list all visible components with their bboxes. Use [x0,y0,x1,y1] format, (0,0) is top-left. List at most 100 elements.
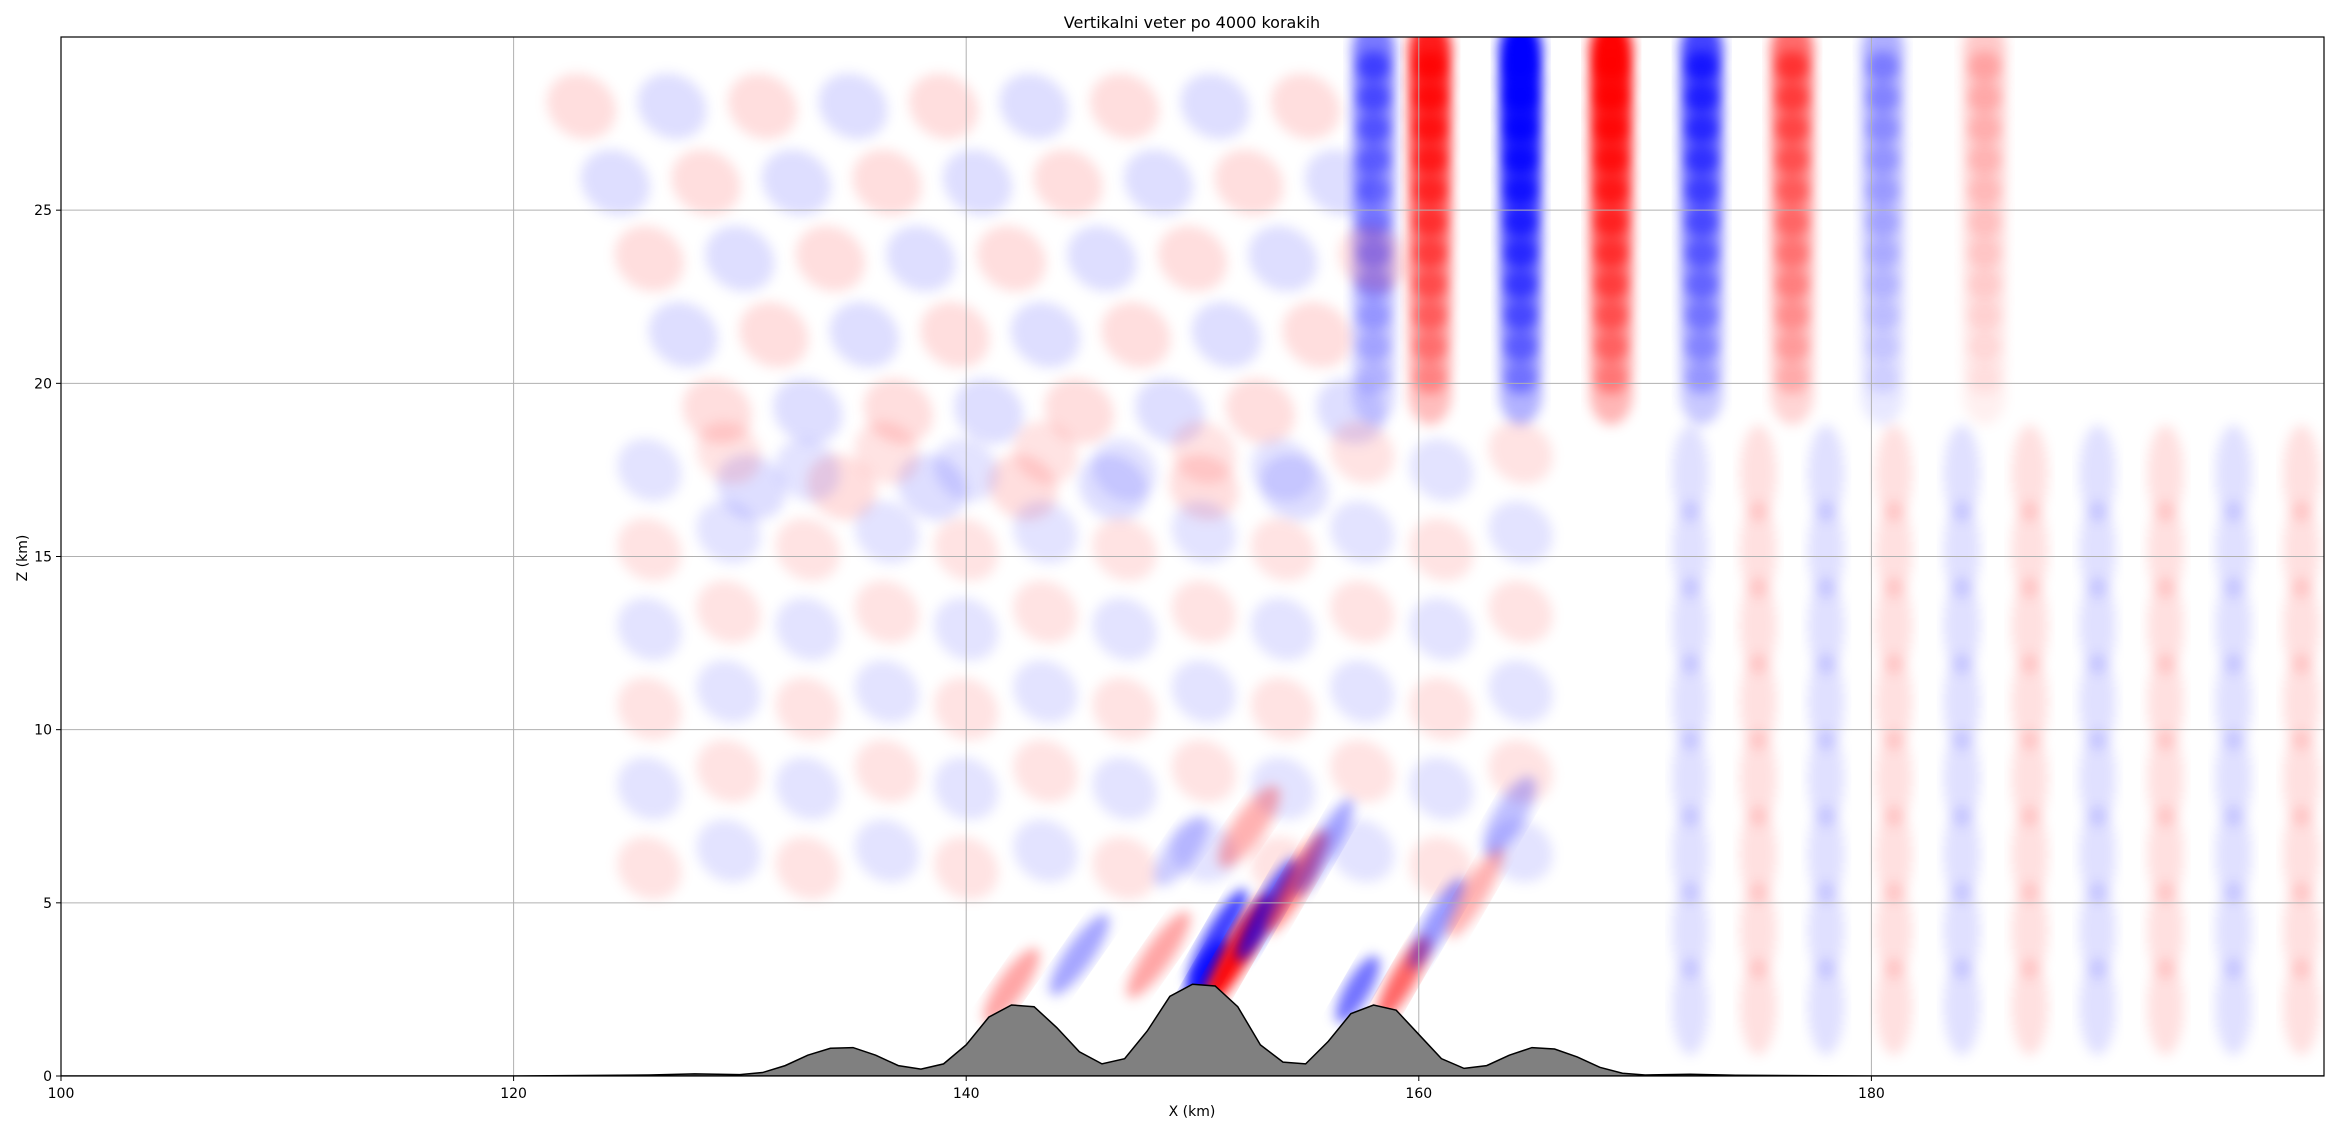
wave-cell [1330,580,1395,644]
wave-cell [1187,889,1248,986]
wave-cell [1740,958,1777,1056]
wave-cell [2011,424,2048,522]
y-tick-label: 0 [43,1069,52,1085]
wave-cell [1943,577,1981,675]
wave-cell [2147,501,2184,599]
wave-cell [775,836,840,900]
wave-cell [2283,805,2320,903]
wave-cell [1250,677,1316,741]
wave-cell [1672,501,1709,599]
wave-cell [1092,518,1157,581]
wave-cell [1409,597,1474,661]
wave-cell [1408,878,1466,970]
wave-cell [2215,424,2252,522]
wave-cell [908,73,979,140]
wave-cell [1680,362,1724,425]
wave-cell [1943,729,1981,827]
y-axis-label: Z (km) [15,535,31,582]
wave-cell [2215,501,2252,599]
wave-cell [2283,577,2320,675]
wave-cell [1672,729,1709,827]
wave-cell [1740,424,1777,522]
wave-cell [1740,653,1777,751]
wave-cell [1589,362,1633,425]
wave-cell [1013,421,1078,484]
wave-cell [954,378,1024,444]
wave-cell [1218,785,1280,868]
wave-cell [1330,819,1395,883]
wave-cell [1250,518,1316,581]
y-tick-label: 10 [34,723,52,739]
wave-cell [696,500,761,564]
wave-cell [1808,805,1845,903]
wave-cell [1330,421,1395,484]
wave-cell [1875,882,1913,980]
wave-cell [2079,424,2116,522]
wave-cell [1488,421,1553,484]
wave-cell [775,757,840,820]
wave-cell [1248,225,1318,292]
wave-cell [854,739,920,803]
wave-cell [617,518,682,581]
wave-cell [1304,149,1375,216]
wave-cell [1013,819,1078,883]
wave-cell [1740,882,1777,980]
wave-cell [1092,597,1157,661]
wave-cell [1330,500,1395,564]
wave-cell [1154,815,1209,887]
wave-cell [1408,362,1452,425]
wave-cell [2147,653,2184,751]
wave-cell [1033,149,1103,216]
wave-cell [1180,73,1250,140]
wave-cell [829,301,899,368]
wave-cell [648,301,718,368]
wave-cell [854,580,920,644]
wave-cell [1672,577,1709,675]
wave-cell [1123,149,1194,216]
y-tick-label: 20 [34,376,52,392]
wave-cell [637,73,707,140]
wave-cell [1338,225,1409,292]
wave-cell [761,149,832,216]
wave-cell [852,149,922,216]
wave-cell [696,421,761,484]
wave-cell [1875,958,1913,1056]
y-axis: 0 5 10 15 20 25 [34,203,61,1085]
wave-cell [1808,577,1845,675]
wave-cell [775,518,840,581]
wave-cell [1013,580,1078,644]
wave-cell [1089,73,1160,140]
wave-cell [1282,301,1352,368]
wave-cell [1808,501,1845,599]
wave-cell [1409,438,1474,502]
wave-cell [1013,739,1078,803]
wave-cell [1171,580,1236,644]
wave-cell [705,225,775,292]
wave-cell [1171,500,1236,564]
wave-cell [1488,500,1553,564]
wave-cell [617,438,682,502]
wave-cell [1861,362,1905,425]
x-tick-label: 120 [500,1086,527,1102]
wave-cell [976,225,1047,292]
y-tick-label: 25 [34,203,52,219]
terrain-profile [61,983,2324,1076]
wave-cell [1943,805,1981,903]
wave-cell [886,225,956,292]
wave-cell [2079,805,2116,903]
wave-cell [2079,653,2116,751]
wave-cell [1171,739,1236,803]
x-tick-label: 180 [1858,1086,1885,1102]
wave-cell [696,819,761,883]
wave-cell [2215,577,2252,675]
wave-cell [617,836,682,900]
wave-cell [1013,660,1078,723]
wave-cell [2011,653,2048,751]
wave-cell [1875,577,1913,675]
wave-cell [727,73,798,140]
wave-cell [2283,958,2320,1056]
wave-cell [1875,805,1913,903]
wave-cell [1225,378,1296,444]
wave-cell [617,677,682,741]
